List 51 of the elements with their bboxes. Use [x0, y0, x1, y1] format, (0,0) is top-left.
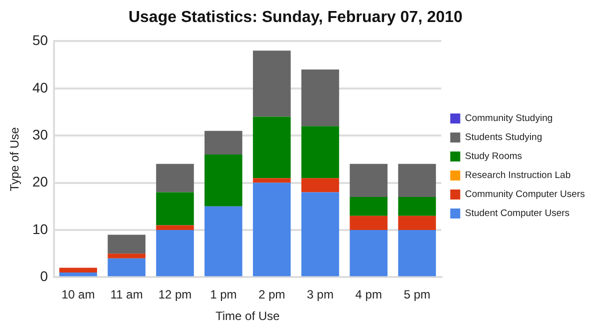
legend-label: Students Studying — [465, 132, 542, 144]
bar — [156, 192, 194, 226]
x-tick-label: 1 pm — [210, 288, 237, 302]
legend-label: Student Computer Users — [465, 208, 570, 220]
x-tick-label: 4 pm — [355, 288, 382, 302]
legend-label: Community Studying — [465, 113, 553, 124]
bar — [350, 230, 388, 276]
bar — [252, 182, 291, 276]
legend-label: Study Rooms — [465, 151, 522, 162]
bar — [59, 272, 98, 276]
y-tick-label: 10 — [32, 220, 48, 237]
bar — [156, 164, 194, 192]
bar — [156, 230, 194, 276]
bar — [350, 216, 388, 230]
x-tick-label: 11 am — [110, 288, 143, 302]
bar — [59, 268, 98, 272]
bar — [108, 254, 146, 258]
x-tick-label: 10 am — [61, 288, 95, 302]
bar — [398, 230, 436, 276]
bar — [398, 196, 436, 216]
bar — [252, 178, 291, 183]
x-tick-label: 5 pm — [404, 288, 430, 302]
bar — [398, 216, 436, 230]
y-tick-label: 20 — [32, 174, 48, 190]
bar — [350, 196, 388, 216]
bar — [301, 70, 340, 126]
x-tick-label: 2 pm — [258, 288, 286, 302]
bar — [252, 50, 291, 117]
bar — [108, 234, 146, 254]
legend-label: Research Instruction Lab — [465, 170, 571, 182]
y-tick-label: 30 — [32, 126, 48, 142]
chart-title: Usage Statistics: Sunday, February 07, 2010 — [128, 9, 463, 26]
bar — [204, 130, 242, 154]
bar — [252, 116, 291, 178]
bar — [398, 164, 436, 197]
x-axis-title: Time of Use — [215, 309, 280, 324]
x-tick-label: 3 pm — [306, 288, 334, 302]
bar — [156, 225, 194, 230]
bar — [204, 154, 242, 206]
x-tick-label: 12 pm — [158, 288, 192, 302]
legend-label: Community Computer Users — [465, 189, 586, 200]
y-tick-label: 0 — [40, 268, 48, 284]
bar — [301, 126, 340, 178]
bar — [301, 178, 340, 192]
bar — [301, 192, 340, 276]
bar — [108, 258, 146, 276]
y-axis-title: Type of Use — [8, 126, 22, 192]
y-tick-label: 50 — [32, 32, 48, 48]
bar — [204, 206, 242, 276]
y-tick-label: 40 — [32, 79, 48, 96]
bar — [350, 164, 388, 197]
